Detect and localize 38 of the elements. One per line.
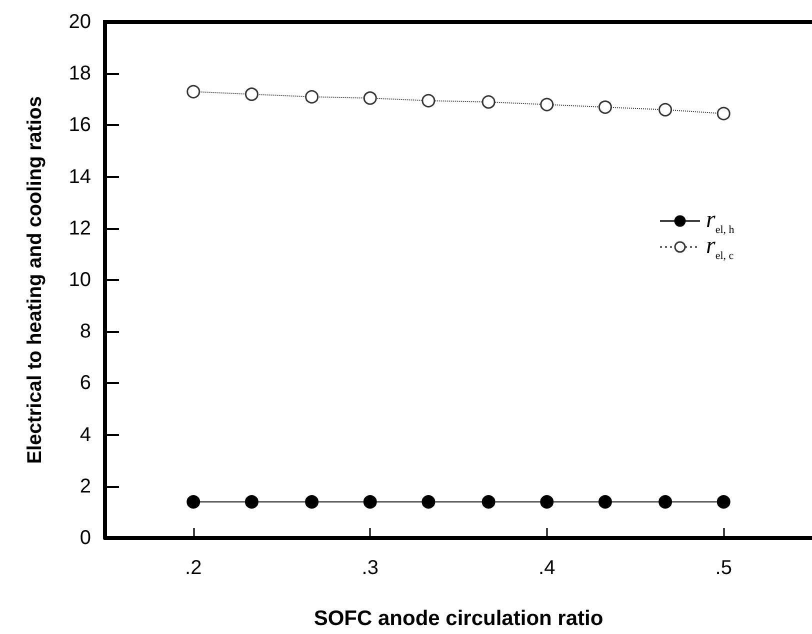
y-tick-label: 6 <box>80 372 91 394</box>
point <box>244 495 258 509</box>
y-tick-label: 14 <box>68 166 91 188</box>
x-tick-label: .5 <box>715 557 732 579</box>
point <box>305 90 319 104</box>
x-tick-label: .2 <box>185 557 202 579</box>
y-tick-label: 12 <box>68 217 91 240</box>
y-tick-label: 18 <box>68 62 91 85</box>
point <box>363 91 377 105</box>
point <box>482 95 496 109</box>
y-tick-label: 8 <box>80 320 91 343</box>
point <box>186 495 200 509</box>
point <box>598 495 612 509</box>
x-tick-label: .4 <box>538 557 556 579</box>
point <box>244 87 258 101</box>
point <box>598 100 612 114</box>
point <box>305 495 319 509</box>
point <box>716 495 730 509</box>
point <box>540 495 554 509</box>
point <box>363 495 377 509</box>
y-tick-label: 20 <box>68 11 91 33</box>
y-tick-label: 10 <box>68 269 91 291</box>
point <box>422 495 436 509</box>
point <box>186 84 200 98</box>
y-tick-label: 16 <box>68 114 91 136</box>
y-tick-label: 4 <box>80 424 91 446</box>
y-tick-label: 0 <box>80 527 91 549</box>
x-axis-title: SOFC anode circulation ratio <box>314 607 604 630</box>
point <box>658 102 672 116</box>
point <box>716 106 730 120</box>
point <box>482 495 496 509</box>
point <box>422 94 436 108</box>
x-tick-label: .3 <box>362 557 378 579</box>
y-tick-label: 2 <box>80 475 91 498</box>
y-axis-title: Electrical to heating and cooling ratios <box>24 96 46 464</box>
legend-label: r$_{el, h}$ <box>706 206 734 236</box>
point <box>658 495 672 509</box>
point <box>540 98 554 112</box>
